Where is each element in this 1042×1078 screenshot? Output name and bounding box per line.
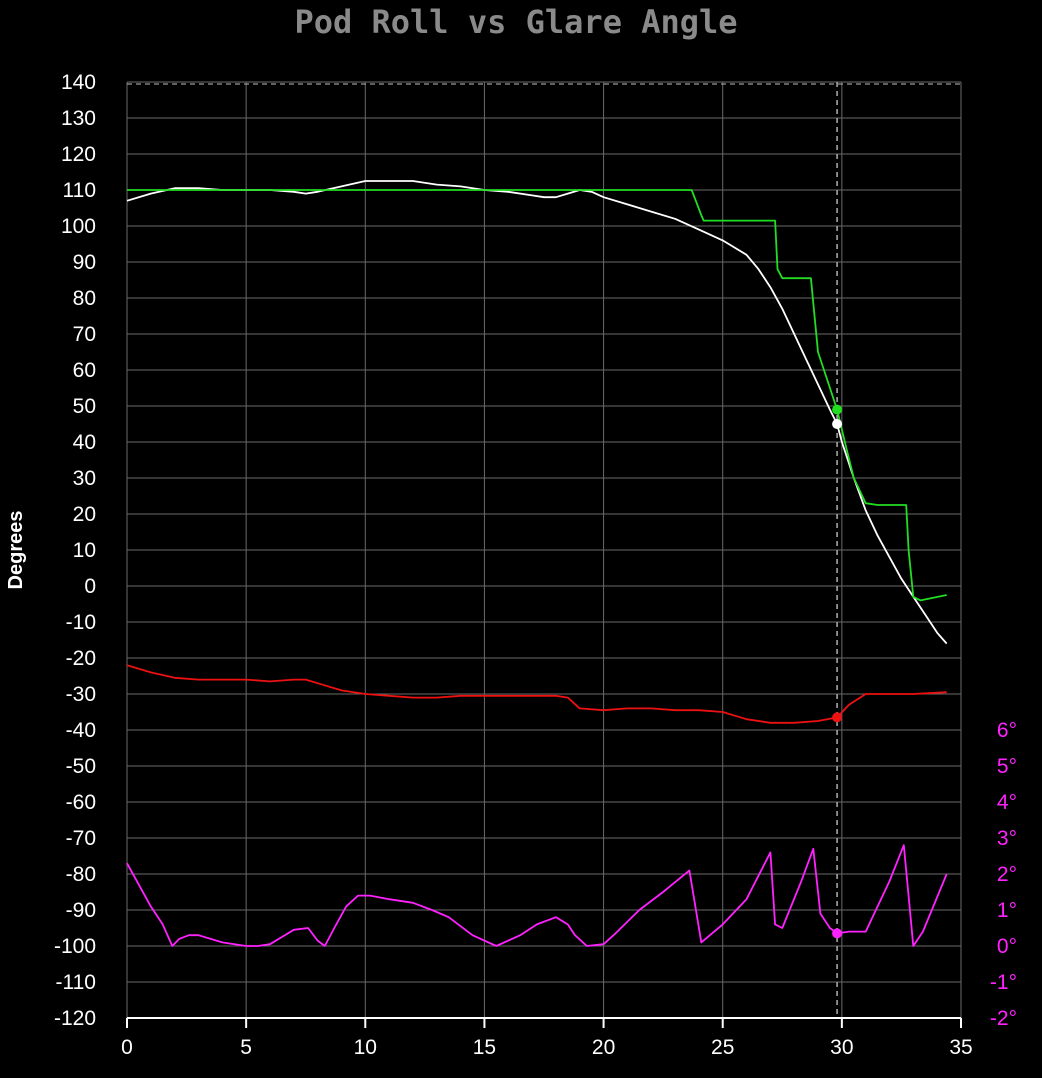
y2-axis-ticks: 6° 5° 4° 3° 2° 1° 0° -1° -2°: [990, 719, 1017, 1030]
series-line-red: [126, 664, 947, 724]
cursor-marker: [832, 928, 843, 939]
y-tick-label: 10: [73, 539, 96, 562]
x-tick-label: 5: [240, 1036, 252, 1059]
x-axis-ticks: 0 5 10 15 20 25 30 35: [121, 1018, 973, 1059]
y-tick-label: -30: [66, 683, 96, 706]
y-tick-label: -100: [54, 935, 96, 958]
y-tick-label: -40: [66, 719, 96, 742]
y2-tick-label: 1°: [997, 899, 1017, 922]
series-line-magenta: [126, 844, 948, 947]
y2-tick-label: 6°: [997, 719, 1017, 742]
y-tick-label: -60: [66, 791, 96, 814]
x-tick-label: 35: [949, 1036, 972, 1059]
x-tick-label: 25: [711, 1036, 734, 1059]
x-tick-label: 20: [592, 1036, 615, 1059]
y-tick-label: -10: [66, 611, 96, 634]
series-line-white: [126, 180, 948, 645]
cursor-marker: [832, 419, 843, 429]
y-tick-label: -50: [66, 755, 96, 778]
y-tick-label: 110: [63, 179, 96, 202]
y2-tick-label: 2°: [997, 863, 1017, 886]
y-tick-label: 120: [61, 143, 96, 166]
y-tick-label: 30: [73, 467, 96, 490]
y-tick-label: 0: [84, 575, 96, 598]
y2-tick-label: 5°: [997, 755, 1017, 778]
y-axis-ticks: 1401301201101009080706050403020100-10-20…: [54, 71, 96, 1030]
y-tick-label: -110: [56, 971, 96, 994]
y2-tick-label: 3°: [997, 827, 1017, 850]
y2-tick-label: 0°: [997, 935, 1017, 958]
x-tick-label: 30: [830, 1036, 853, 1059]
x-tick-label: 15: [473, 1036, 496, 1059]
y2-tick-label: 4°: [997, 791, 1017, 814]
series-line-green: [127, 189, 947, 602]
y-tick-label: 90: [73, 251, 96, 274]
y-axis-label: Degrees: [5, 511, 27, 590]
y-tick-label: 70: [73, 323, 96, 346]
x-tick-label: 10: [354, 1036, 377, 1059]
y2-tick-label: -2°: [990, 1007, 1017, 1030]
y-tick-label: 40: [73, 431, 96, 454]
cursor-group: [832, 82, 843, 1018]
y-tick-label: 130: [61, 107, 96, 130]
y-tick-label: 100: [61, 215, 96, 238]
y-tick-label: -120: [54, 1007, 96, 1030]
cursor-marker: [832, 712, 843, 723]
y-tick-label: -90: [66, 899, 96, 922]
series-lines: [126, 180, 948, 947]
y-tick-label: 50: [73, 395, 96, 418]
y-tick-label: 20: [73, 503, 96, 526]
y-tick-label: -20: [66, 647, 96, 670]
y-tick-label: 80: [73, 287, 96, 310]
y-tick-label: -70: [66, 827, 96, 850]
grid-lines: [126, 81, 962, 1019]
chart-title: Pod Roll vs Glare Angle: [294, 3, 737, 41]
y-tick-label: 140: [61, 71, 96, 94]
y-tick-label: 60: [73, 359, 96, 382]
x-tick-label: 0: [121, 1036, 133, 1059]
y2-tick-label: -1°: [990, 971, 1017, 994]
cursor-marker: [832, 404, 843, 415]
y-tick-label: -80: [66, 863, 96, 886]
